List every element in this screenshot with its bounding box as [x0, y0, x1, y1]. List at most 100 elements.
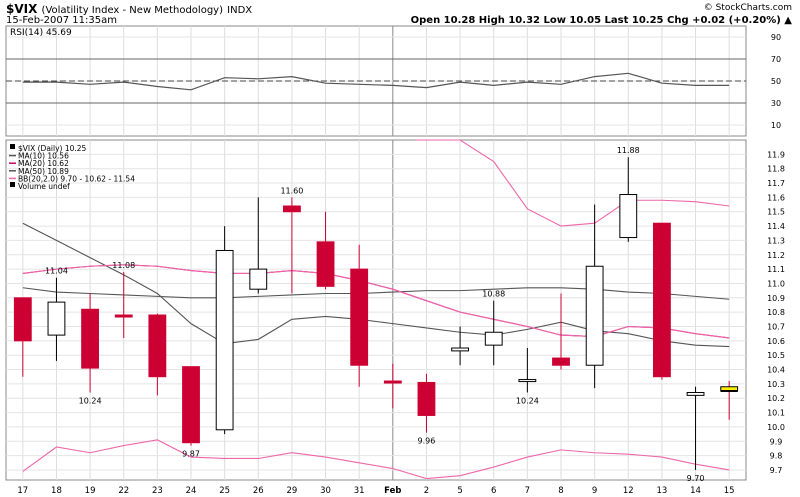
rsi-tick-label: 90: [771, 33, 781, 42]
price-tick-label: 10.6: [767, 337, 785, 346]
legend-swatch: [10, 144, 15, 149]
rsi-grid: [6, 26, 746, 136]
rsi-series-line: [22, 72, 730, 91]
candle-body: [383, 380, 402, 384]
candle-body: [653, 222, 671, 378]
price-annotation: 9.70: [687, 474, 705, 483]
x-axis: 17 18 19 22 23 24 25 26 29 30 31 Feb 2 5 6 7 8 9 12 13 14 15: [17, 486, 734, 496]
x-tick-label: 29: [286, 486, 297, 496]
overlay-ma-50-: [22, 287, 730, 300]
indicator-overlays: [22, 139, 730, 480]
x-tick-label: Feb: [384, 486, 401, 496]
symbol-title: $VIX (Volatility Index - New Methodology…: [6, 2, 252, 16]
symbol-name: (Volatility Index - New Methodology): [41, 5, 223, 16]
price-tick-label: 9.9: [770, 437, 783, 446]
price-panel: 11.9 11.8 11.7 11.6 11.5 11.4 11.3 11.2 11.1 11.0…: [5, 139, 785, 483]
rsi-tick-labels: 90 70 50 30 10: [771, 33, 781, 130]
price-tick-label: 9.7: [770, 466, 783, 475]
rsi-tick-label: 30: [771, 99, 781, 108]
legend-entry: MA(10) 10.56: [18, 152, 69, 161]
candle-body: [47, 301, 66, 336]
candle-body: [81, 308, 99, 369]
price-annotation: 9.96: [418, 437, 436, 446]
x-tick-label: 8: [558, 486, 563, 496]
legend-entry: $VIX (Daily) 10.25: [18, 144, 87, 153]
x-tick-label: 31: [354, 486, 365, 496]
overlay-bb-lower: [22, 439, 730, 480]
price-annotation: 11.04: [45, 267, 68, 276]
candle-body: [13, 297, 32, 342]
candle-body: [316, 241, 335, 287]
quote-date: 15-Feb-2007 11:35am: [6, 15, 117, 26]
price-tick-label: 11.7: [767, 179, 785, 188]
legend-entry: Volume undef: [18, 182, 70, 191]
rsi-label: RSI(14) 45.69: [10, 28, 72, 38]
price-tick-labels: 11.9 11.8 11.7 11.6 11.5 11.4 11.3 11.2 11.1 11.0…: [767, 150, 785, 475]
x-tick-label: 5: [457, 486, 462, 496]
candle-body: [182, 366, 200, 444]
price-tick-label: 11.0: [767, 279, 785, 288]
candle-body: [350, 268, 369, 366]
price-tick-label: 11.4: [767, 222, 785, 231]
price-tick-label: 10.5: [767, 351, 785, 360]
x-tick-label: 30: [320, 486, 331, 496]
candle-body: [283, 205, 301, 213]
candle-body: [484, 331, 503, 346]
price-annotation: 11.08: [112, 261, 135, 270]
price-tick-label: 10.4: [767, 366, 785, 375]
candle-body: [417, 381, 436, 416]
x-tick-label: 9: [592, 486, 597, 496]
candles: [13, 157, 739, 470]
quote-summary: Open 10.28 High 10.32 Low 10.05 Last 10.…: [410, 15, 792, 26]
overlay-bb-middle: [22, 264, 730, 339]
price-tick-label: 10.2: [767, 394, 785, 403]
price-annotation: 10.88: [482, 290, 505, 299]
x-tick-label: 14: [690, 486, 701, 496]
candle-body: [451, 347, 470, 352]
price-tick-label: 10.8: [767, 308, 785, 317]
price-tick-label: 11.8: [767, 165, 785, 174]
candle-body: [249, 268, 268, 290]
x-tick-label: 24: [186, 486, 197, 496]
price-annotation: 11.88: [617, 146, 640, 155]
symbol: $VIX: [6, 2, 38, 16]
x-tick-label: 2: [424, 486, 429, 496]
candle-body: [148, 314, 167, 378]
candle-body: [552, 357, 570, 366]
x-tick-label: 6: [491, 486, 496, 496]
x-tick-label: 12: [623, 486, 634, 496]
x-tick-label: 17: [17, 486, 28, 496]
legend-entry: MA(20) 10.62: [18, 159, 69, 168]
price-annotations: 11.04 10.24 11.08 9.87 11.60 9.96 10.88 10.24 11…: [45, 146, 704, 483]
x-tick-label: 19: [85, 486, 96, 496]
price-tick-label: 10.0: [767, 423, 785, 432]
price-tick-label: 11.3: [767, 236, 785, 245]
rsi-tick-label: 10: [771, 121, 781, 130]
exchange: INDX: [227, 5, 253, 16]
price-annotation: 9.87: [182, 450, 200, 459]
legend-entry: BB(20,2.0) 9.70 - 10.62 - 11.54: [18, 174, 135, 183]
price-tick-label: 10.9: [767, 294, 785, 303]
x-tick-label: 7: [525, 486, 530, 496]
rsi-tick-label: 50: [771, 77, 781, 86]
overlay-ma-10-: [22, 222, 730, 348]
x-tick-label: 26: [253, 486, 264, 496]
rsi-panel: 90 70 50 30 10 RSI(14) 45.69: [5, 25, 781, 137]
price-tick-label: 10.1: [767, 409, 785, 418]
candle-body: [518, 379, 537, 383]
price-annotation: 11.60: [280, 186, 303, 195]
candle-body: [686, 391, 705, 396]
price-tick-label: 10.3: [767, 380, 785, 389]
candle-body: [114, 314, 133, 318]
price-tick-label: 11.6: [767, 193, 785, 202]
rsi-line: [22, 72, 730, 91]
x-tick-label: 13: [656, 486, 667, 496]
x-tick-label: 25: [219, 486, 230, 496]
candle-body: [215, 249, 234, 431]
legend-entry: MA(50) 10.89: [18, 167, 69, 176]
copyright: © StockCharts.com: [703, 3, 792, 13]
candle-body: [619, 194, 638, 239]
price-annotation: 10.24: [516, 396, 539, 405]
